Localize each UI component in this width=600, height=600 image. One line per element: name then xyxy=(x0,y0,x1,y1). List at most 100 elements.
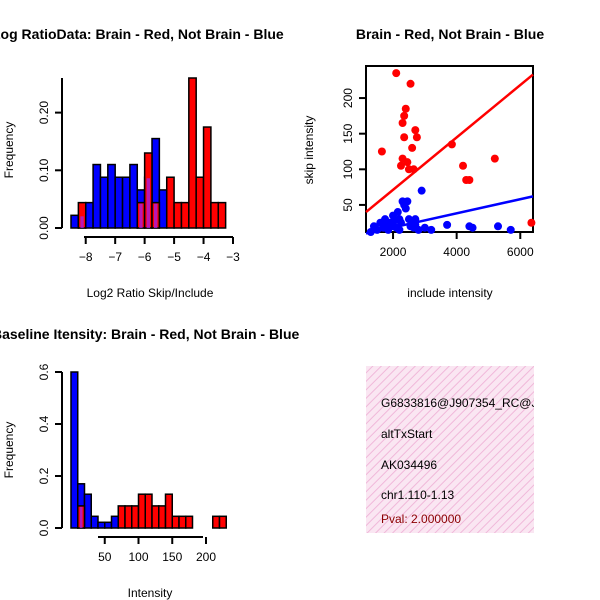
not-brain-point-12 xyxy=(393,208,402,217)
brain-bar-5 xyxy=(173,201,183,229)
x-tick-label-0: −8 xyxy=(79,250,93,264)
info-box-background xyxy=(366,366,534,533)
brain-point-0 xyxy=(392,69,401,78)
overlap-bar-2 xyxy=(146,178,150,228)
y-tick-label-3: 0.6 xyxy=(37,363,51,380)
not-brain-bar-8 xyxy=(129,163,139,229)
info-accession: AK034496 xyxy=(381,458,437,472)
brain-bar-9 xyxy=(202,126,212,229)
not-brain-point-32 xyxy=(506,225,515,234)
not-brain-bar-0 xyxy=(70,214,80,229)
panel-3-x-label: Intensity xyxy=(128,586,173,600)
not-brain-point-18 xyxy=(403,197,412,206)
not-brain-point-28 xyxy=(443,220,452,229)
brain-point-12 xyxy=(403,158,412,167)
brain-point-13 xyxy=(396,161,405,170)
brain-point-17 xyxy=(490,154,499,163)
panel-3-axes: 0.0 0.2 0.4 0.6 50 100 150 200 xyxy=(37,363,216,564)
panel-info-box: G6833816@J907354_RC@J907355_RC altTxStar… xyxy=(366,366,600,533)
info-event-id: G6833816@J907354_RC@J907355_RC xyxy=(381,396,600,410)
y-tick-label-1: 0.2 xyxy=(37,467,51,484)
not-brain-point-34 xyxy=(395,215,404,224)
brain-point-6 xyxy=(412,133,421,142)
overlap-bar-0 xyxy=(79,506,83,528)
x-tick-label-5: −3 xyxy=(226,250,240,264)
panel-2-title: Brain - Red, Not Brain - Blue xyxy=(356,26,544,42)
x-tick-label-2: −6 xyxy=(138,250,152,264)
panel-1-axes: 0.00 0.10 0.20 −8 −7 −6 −5 −4 −3 xyxy=(37,78,240,264)
panel-2-marks xyxy=(365,69,536,236)
brain-fit-line xyxy=(365,73,534,214)
brain-point-3 xyxy=(400,111,409,120)
y-tick-label-2: 0.20 xyxy=(37,101,51,125)
x-tick-label-2: 150 xyxy=(162,550,182,564)
brain-point-2 xyxy=(401,104,410,113)
overlap-bar-1 xyxy=(139,203,143,228)
not-brain-fit-line xyxy=(365,195,534,235)
panel-1-x-label: Log2 Ratio Skip/Include xyxy=(87,286,214,300)
not-brain-point-30 xyxy=(468,223,477,232)
brain-bar-2 xyxy=(124,505,133,529)
y-tick-label-2: 0.4 xyxy=(37,415,51,432)
not-brain-bar-5 xyxy=(104,521,113,529)
panel-2-y-label: skip intensity xyxy=(302,116,316,185)
not-brain-point-25 xyxy=(417,186,426,195)
y-tick-label-0: 50 xyxy=(341,198,355,212)
x-tick-label-1: 100 xyxy=(128,550,148,564)
panel-intensity-histogram: Baseline Itensity: Brain - Red, Not Brai… xyxy=(0,326,299,600)
brain-point-7 xyxy=(400,133,409,142)
brain-bar-7 xyxy=(188,77,197,229)
y-tick-label-0: 0.0 xyxy=(37,519,51,536)
x-tick-label-2: 6000 xyxy=(507,245,534,259)
brain-bar-3 xyxy=(131,505,140,529)
brain-point-20 xyxy=(527,218,536,227)
info-pval: Pval: 2.000000 xyxy=(381,512,461,526)
not-brain-bar-3 xyxy=(92,163,102,229)
panel-1-y-label: Frequency xyxy=(2,122,16,179)
brain-bar-11 xyxy=(217,201,227,229)
panel-scatter: Brain - Red, Not Brain - Blue 2000 4000 60… xyxy=(302,26,544,300)
not-brain-point-24 xyxy=(414,225,423,234)
x-tick-label-0: 50 xyxy=(98,550,112,564)
not-brain-bar-6 xyxy=(110,515,119,529)
info-event-type: altTxStart xyxy=(381,427,433,441)
not-brain-bar-7 xyxy=(121,176,131,229)
brain-bar-10 xyxy=(210,201,220,229)
panel-1-bars xyxy=(70,77,227,229)
brain-point-16 xyxy=(459,161,468,170)
x-tick-label-4: −4 xyxy=(197,250,211,264)
y-tick-label-2: 150 xyxy=(341,123,355,143)
panel-3-y-label: Frequency xyxy=(2,422,16,479)
not-brain-bar-6 xyxy=(114,176,124,229)
y-tick-label-0: 0.00 xyxy=(37,216,51,240)
panel-2-x-label: include intensity xyxy=(407,286,492,300)
not-brain-bar-4 xyxy=(99,176,109,229)
brain-point-19 xyxy=(465,175,474,184)
y-tick-label-1: 0.10 xyxy=(37,158,51,182)
brain-bar-7 xyxy=(158,505,167,529)
not-brain-bar-2 xyxy=(83,493,92,529)
x-tick-label-3: 200 xyxy=(196,550,216,564)
panel-3-title: Baseline Itensity: Brain - Red, Not Brai… xyxy=(0,326,299,342)
brain-bar-4 xyxy=(165,176,175,229)
brain-bar-6 xyxy=(151,505,160,529)
panel-3-bars xyxy=(70,371,227,529)
panel-2-frame xyxy=(365,65,534,233)
brain-bar-12 xyxy=(212,515,221,529)
brain-bar-1 xyxy=(117,505,126,529)
brain-point-8 xyxy=(377,147,386,156)
x-tick-label-3: −5 xyxy=(167,250,181,264)
brain-point-9 xyxy=(408,143,417,152)
y-tick-label-1: 100 xyxy=(341,159,355,179)
not-brain-bar-12 xyxy=(158,189,168,229)
not-brain-point-31 xyxy=(494,222,503,231)
not-brain-point-13 xyxy=(395,225,404,234)
brain-bar-8 xyxy=(164,493,173,529)
x-tick-label-0: 2000 xyxy=(380,245,407,259)
brain-bar-10 xyxy=(178,515,187,529)
not-brain-bar-2 xyxy=(84,201,94,229)
x-tick-label-1: −7 xyxy=(108,250,122,264)
brain-bar-4 xyxy=(137,493,146,529)
not-brain-bar-0 xyxy=(70,371,79,529)
